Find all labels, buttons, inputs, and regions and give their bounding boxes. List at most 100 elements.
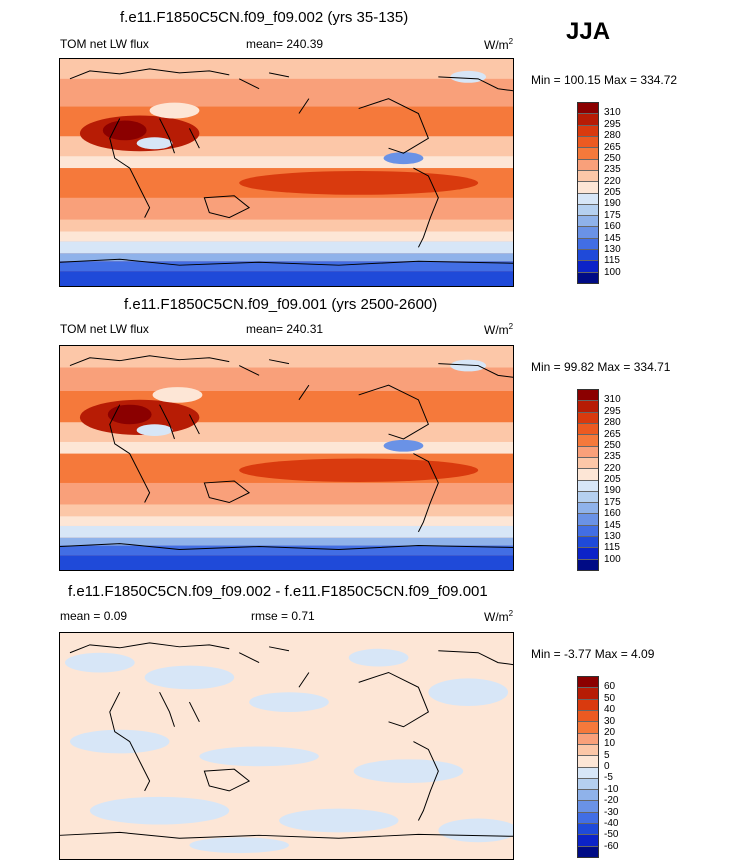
colorbar-swatch [578, 469, 598, 481]
colorbar-tick-label: 130 [604, 530, 621, 542]
panel2-map [59, 345, 514, 571]
colorbar-swatch [578, 491, 598, 504]
panel1-units: W/m2 [484, 37, 514, 52]
panel3-map [59, 632, 514, 860]
colorbar-tick-label: 295 [604, 405, 621, 417]
colorbar-swatch [578, 390, 598, 402]
colorbar-tick-label: 265 [604, 428, 621, 440]
colorbar-swatch [578, 193, 598, 205]
colorbar-tick-label: -50 [604, 829, 619, 841]
colorbar-tick-label: 10 [604, 738, 616, 750]
colorbar-tick-label: -40 [604, 817, 619, 829]
panel3-title: f.e11.F1850C5CN.f09_f09.002 - f.e11.F185… [68, 583, 488, 600]
colorbar-tick-label: 310 [604, 394, 621, 406]
colorbar-swatch [578, 801, 598, 813]
panel3-mean-label: mean = 0.09 [60, 609, 128, 623]
colorbar-tick-label: 250 [604, 152, 621, 164]
colorbar-tick-label: 115 [604, 542, 620, 554]
panel2-minmax: Min = 99.82 Max = 334.71 [531, 360, 671, 374]
panel2-colorbar [577, 389, 599, 571]
panel3-minmax: Min = -3.77 Max = 4.09 [531, 647, 655, 661]
colorbar-tick-label: 160 [604, 221, 621, 233]
colorbar-swatch [578, 744, 598, 757]
colorbar-swatch [578, 261, 598, 273]
colorbar-swatch [578, 710, 598, 723]
panel1-title: f.e11.F1850C5CN.f09_f09.002 (yrs 35-135) [120, 9, 409, 26]
colorbar-swatch [578, 514, 598, 526]
colorbar-tick-label: 235 [604, 164, 621, 176]
colorbar-tick-label: -5 [604, 772, 613, 784]
colorbar-tick-label: 175 [604, 496, 621, 508]
season-label: JJA [566, 18, 611, 45]
panel1-left-label: TOM net LW flux [60, 37, 149, 51]
colorbar-tick-label: 145 [604, 232, 621, 244]
colorbar-tick-label: 145 [604, 519, 621, 531]
colorbar-swatch [578, 767, 598, 779]
colorbar-tick-label: 280 [604, 130, 621, 142]
colorbar-swatch [578, 435, 598, 447]
colorbar-tick-label: 280 [604, 417, 621, 429]
colorbar-swatch [578, 148, 598, 160]
colorbar-swatch [578, 677, 598, 689]
colorbar-swatch [578, 688, 598, 700]
colorbar-swatch [578, 204, 598, 217]
colorbar-swatch [578, 216, 598, 228]
colorbar-tick-label: 40 [604, 704, 616, 716]
colorbar-tick-label: 5 [604, 749, 610, 761]
panel2-units: W/m2 [484, 322, 514, 337]
panel2-mean-label: mean= 240.31 [246, 322, 324, 336]
colorbar-tick-label: 205 [604, 474, 621, 485]
colorbar-swatch [578, 401, 598, 413]
panel3-units: W/m2 [484, 609, 514, 624]
colorbar-swatch [578, 756, 598, 768]
colorbar-swatch [578, 423, 598, 436]
colorbar-swatch [578, 238, 598, 251]
colorbar-swatch [578, 227, 598, 239]
panel2-title: f.e11.F1850C5CN.f09_f09.001 (yrs 2500-26… [124, 296, 438, 313]
colorbar-tick-label: -10 [604, 783, 619, 795]
colorbar-tick-label: 295 [604, 118, 621, 130]
colorbar-swatch [578, 272, 598, 283]
colorbar-tick-label: 115 [604, 255, 620, 267]
colorbar-tick-label: 265 [604, 141, 621, 153]
colorbar-swatch [578, 446, 598, 458]
colorbar-tick-label: 190 [604, 198, 621, 210]
colorbar-swatch [578, 548, 598, 560]
colorbar-tick-label: 190 [604, 485, 621, 497]
colorbar-swatch [578, 733, 598, 745]
panel3-rmse-label: rmse = 0.71 [251, 609, 315, 623]
colorbar-tick-label: -60 [604, 840, 619, 852]
colorbar-swatch [578, 835, 598, 847]
colorbar-swatch [578, 182, 598, 194]
colorbar-swatch [578, 778, 598, 791]
colorbar-swatch [578, 457, 598, 470]
colorbar-tick-label: 100 [604, 266, 621, 278]
panel1-map [59, 58, 514, 287]
colorbar-swatch [578, 503, 598, 515]
colorbar-swatch [578, 136, 598, 149]
panel1-colorbar [577, 102, 599, 284]
colorbar-swatch [578, 812, 598, 825]
panel2-left-label: TOM net LW flux [60, 322, 149, 336]
colorbar-swatch [578, 480, 598, 492]
colorbar-tick-label: 220 [604, 175, 621, 187]
colorbar-tick-label: 0 [604, 761, 610, 772]
panel1-mean-label: mean= 240.39 [246, 37, 324, 51]
colorbar-tick-label: 220 [604, 462, 621, 474]
colorbar-swatch [578, 559, 598, 570]
colorbar-swatch [578, 250, 598, 262]
colorbar-tick-label: 160 [604, 508, 621, 520]
colorbar-swatch [578, 722, 598, 734]
colorbar-swatch [578, 525, 598, 538]
colorbar-tick-label: 175 [604, 209, 621, 221]
colorbar-tick-label: 250 [604, 439, 621, 451]
colorbar-swatch [578, 824, 598, 836]
colorbar-tick-label: 50 [604, 692, 616, 704]
colorbar-tick-label: 30 [604, 715, 616, 727]
colorbar-tick-label: 20 [604, 726, 616, 738]
colorbar-tick-label: 100 [604, 553, 621, 565]
colorbar-swatch [578, 699, 598, 711]
colorbar-tick-label: 205 [604, 187, 621, 198]
panel3-colorbar [577, 676, 599, 858]
colorbar-tick-label: -20 [604, 795, 619, 807]
